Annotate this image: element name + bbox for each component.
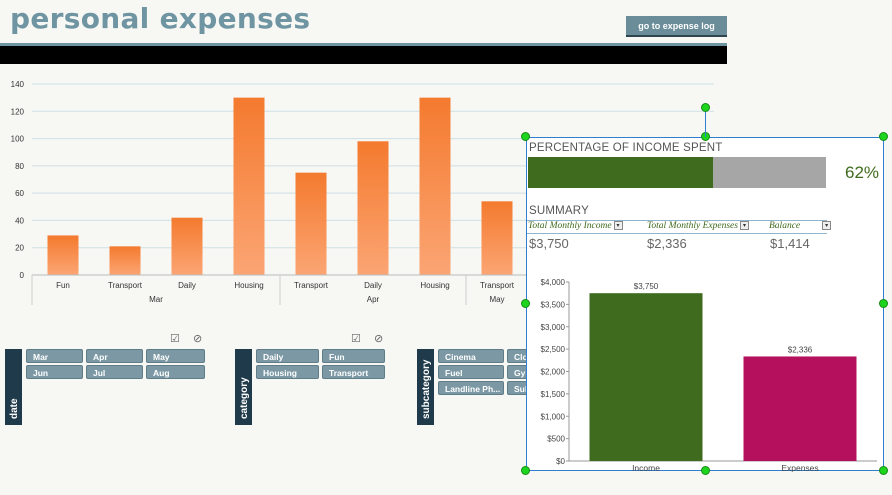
income-expenses-chart: $0 $500 $1,000 $1,500 $2,000 $2,500 $3,000 $3,5… [541, 278, 877, 472]
bar[interactable] [47, 235, 79, 275]
y-tick-label: 20 [15, 244, 24, 253]
slicer-category-item[interactable]: Housing [256, 365, 319, 379]
slicer-subcategory-label: subcategory [417, 349, 434, 425]
bar[interactable] [481, 201, 513, 275]
slicer-date-item[interactable]: Jun [26, 365, 83, 379]
summary-col-expenses-header: Total Monthly Expenses ▾ [647, 220, 749, 234]
slicer-date-item[interactable]: May [146, 349, 205, 363]
slicer-date-item[interactable]: Mar [26, 349, 83, 363]
summary-income-value: $3,750 [529, 236, 569, 251]
x-tick-label: Transport [294, 281, 329, 290]
bar[interactable] [109, 246, 141, 275]
y-tick-label: 140 [11, 80, 25, 89]
slicer-subcategory-item[interactable]: Cinema [438, 349, 504, 363]
y-tick-label: $4,000 [541, 278, 566, 287]
multi-select-icon[interactable]: ☑ [170, 333, 180, 345]
y-tick-label: 60 [15, 189, 24, 198]
y-tick-label: 100 [11, 135, 25, 144]
resize-handle[interactable] [879, 132, 888, 141]
page-title: personal expenses [10, 2, 311, 35]
x-tick-label: Housing [234, 281, 263, 290]
resize-handle[interactable] [521, 299, 530, 308]
bar[interactable] [357, 141, 389, 275]
clear-filter-icon[interactable]: ⊘ [192, 333, 203, 345]
slicer-category-label: category [235, 349, 252, 425]
x-tick-label: Transport [480, 281, 515, 290]
percentage-bar [528, 157, 826, 188]
summary-title: SUMMARY [529, 205, 589, 217]
resize-handle[interactable] [879, 466, 888, 475]
summary-balance-value: $1,414 [770, 236, 810, 251]
percentage-bar-fill [528, 157, 713, 188]
y-tick-label: $1,500 [541, 390, 566, 399]
resize-handle[interactable] [521, 466, 530, 475]
slicer-subcategory-item[interactable]: Fuel [438, 365, 504, 379]
slicer-category-item[interactable]: Fun [322, 349, 385, 363]
y-tick-label: 0 [20, 271, 25, 280]
summary-expenses-value: $2,336 [647, 236, 687, 251]
bar[interactable] [589, 293, 703, 461]
slicer-date-item[interactable]: Jul [86, 365, 143, 379]
y-tick-label: $0 [556, 457, 565, 466]
slicer-category-item[interactable]: Daily [256, 349, 319, 363]
summary-col-income-header: Total Monthly Income ▾ [528, 220, 623, 234]
group-label: May [489, 295, 504, 304]
x-tick-label: Transport [108, 281, 143, 290]
percentage-title: PERCENTAGE OF INCOME SPENT [529, 142, 723, 154]
summary-col-balance-header: Balance ▾ [769, 220, 832, 234]
x-tick-label: Income [632, 463, 660, 472]
slicer-subcategory-item[interactable]: Landline Ph... [438, 381, 504, 395]
bar[interactable] [295, 172, 327, 275]
expense-log-button[interactable]: go to expense log [626, 16, 727, 37]
dropdown-arrow-icon[interactable]: ▾ [613, 221, 623, 231]
summary-header [527, 220, 827, 234]
y-tick-label: 40 [15, 216, 24, 225]
x-tick-label: Daily [178, 281, 196, 290]
x-tick-label: Fun [56, 281, 70, 290]
y-tick-label: 120 [11, 107, 25, 116]
bar[interactable] [171, 217, 203, 275]
slicer-date-label: date [5, 349, 22, 425]
y-tick-label: $3,500 [541, 300, 566, 309]
slicer-date-item[interactable]: Aug [146, 365, 205, 379]
header-band [0, 46, 727, 64]
percentage-value: 62% [845, 163, 880, 182]
multi-select-icon[interactable]: ☑ [351, 333, 361, 345]
resize-handle[interactable] [701, 103, 710, 112]
y-tick-label: $1,000 [541, 412, 566, 421]
y-tick-label: 80 [15, 162, 24, 171]
x-tick-label: Expenses [781, 463, 818, 472]
data-label: $3,750 [634, 282, 659, 291]
group-label: Apr [367, 295, 380, 304]
group-label: Mar [149, 295, 163, 304]
y-tick-label: $500 [547, 435, 565, 444]
resize-handle[interactable] [879, 299, 888, 308]
bar[interactable] [233, 97, 265, 275]
y-tick-label: $2,500 [541, 345, 566, 354]
clear-filter-icon[interactable]: ⊘ [373, 333, 384, 345]
rotate-handle-stem [705, 112, 706, 137]
y-tick-label: $3,000 [541, 323, 566, 332]
y-tick-label: $2,000 [541, 368, 566, 377]
dropdown-arrow-icon[interactable]: ▾ [739, 221, 749, 231]
slicer-category-item[interactable]: Transport [322, 365, 385, 379]
header-rule [0, 43, 727, 46]
bar[interactable] [743, 356, 857, 461]
slicer-date-item[interactable]: Apr [86, 349, 143, 363]
data-label: $2,336 [788, 345, 813, 354]
bar[interactable] [419, 97, 451, 275]
x-tick-label: Housing [420, 281, 449, 290]
dashboard-panel[interactable]: PERCENTAGE OF INCOME SPENT 62% SUMMARY T… [526, 137, 884, 472]
dropdown-arrow-icon[interactable]: ▾ [822, 221, 832, 231]
resize-handle[interactable] [521, 132, 530, 141]
resize-handle[interactable] [701, 466, 710, 475]
x-tick-label: Daily [364, 281, 382, 290]
